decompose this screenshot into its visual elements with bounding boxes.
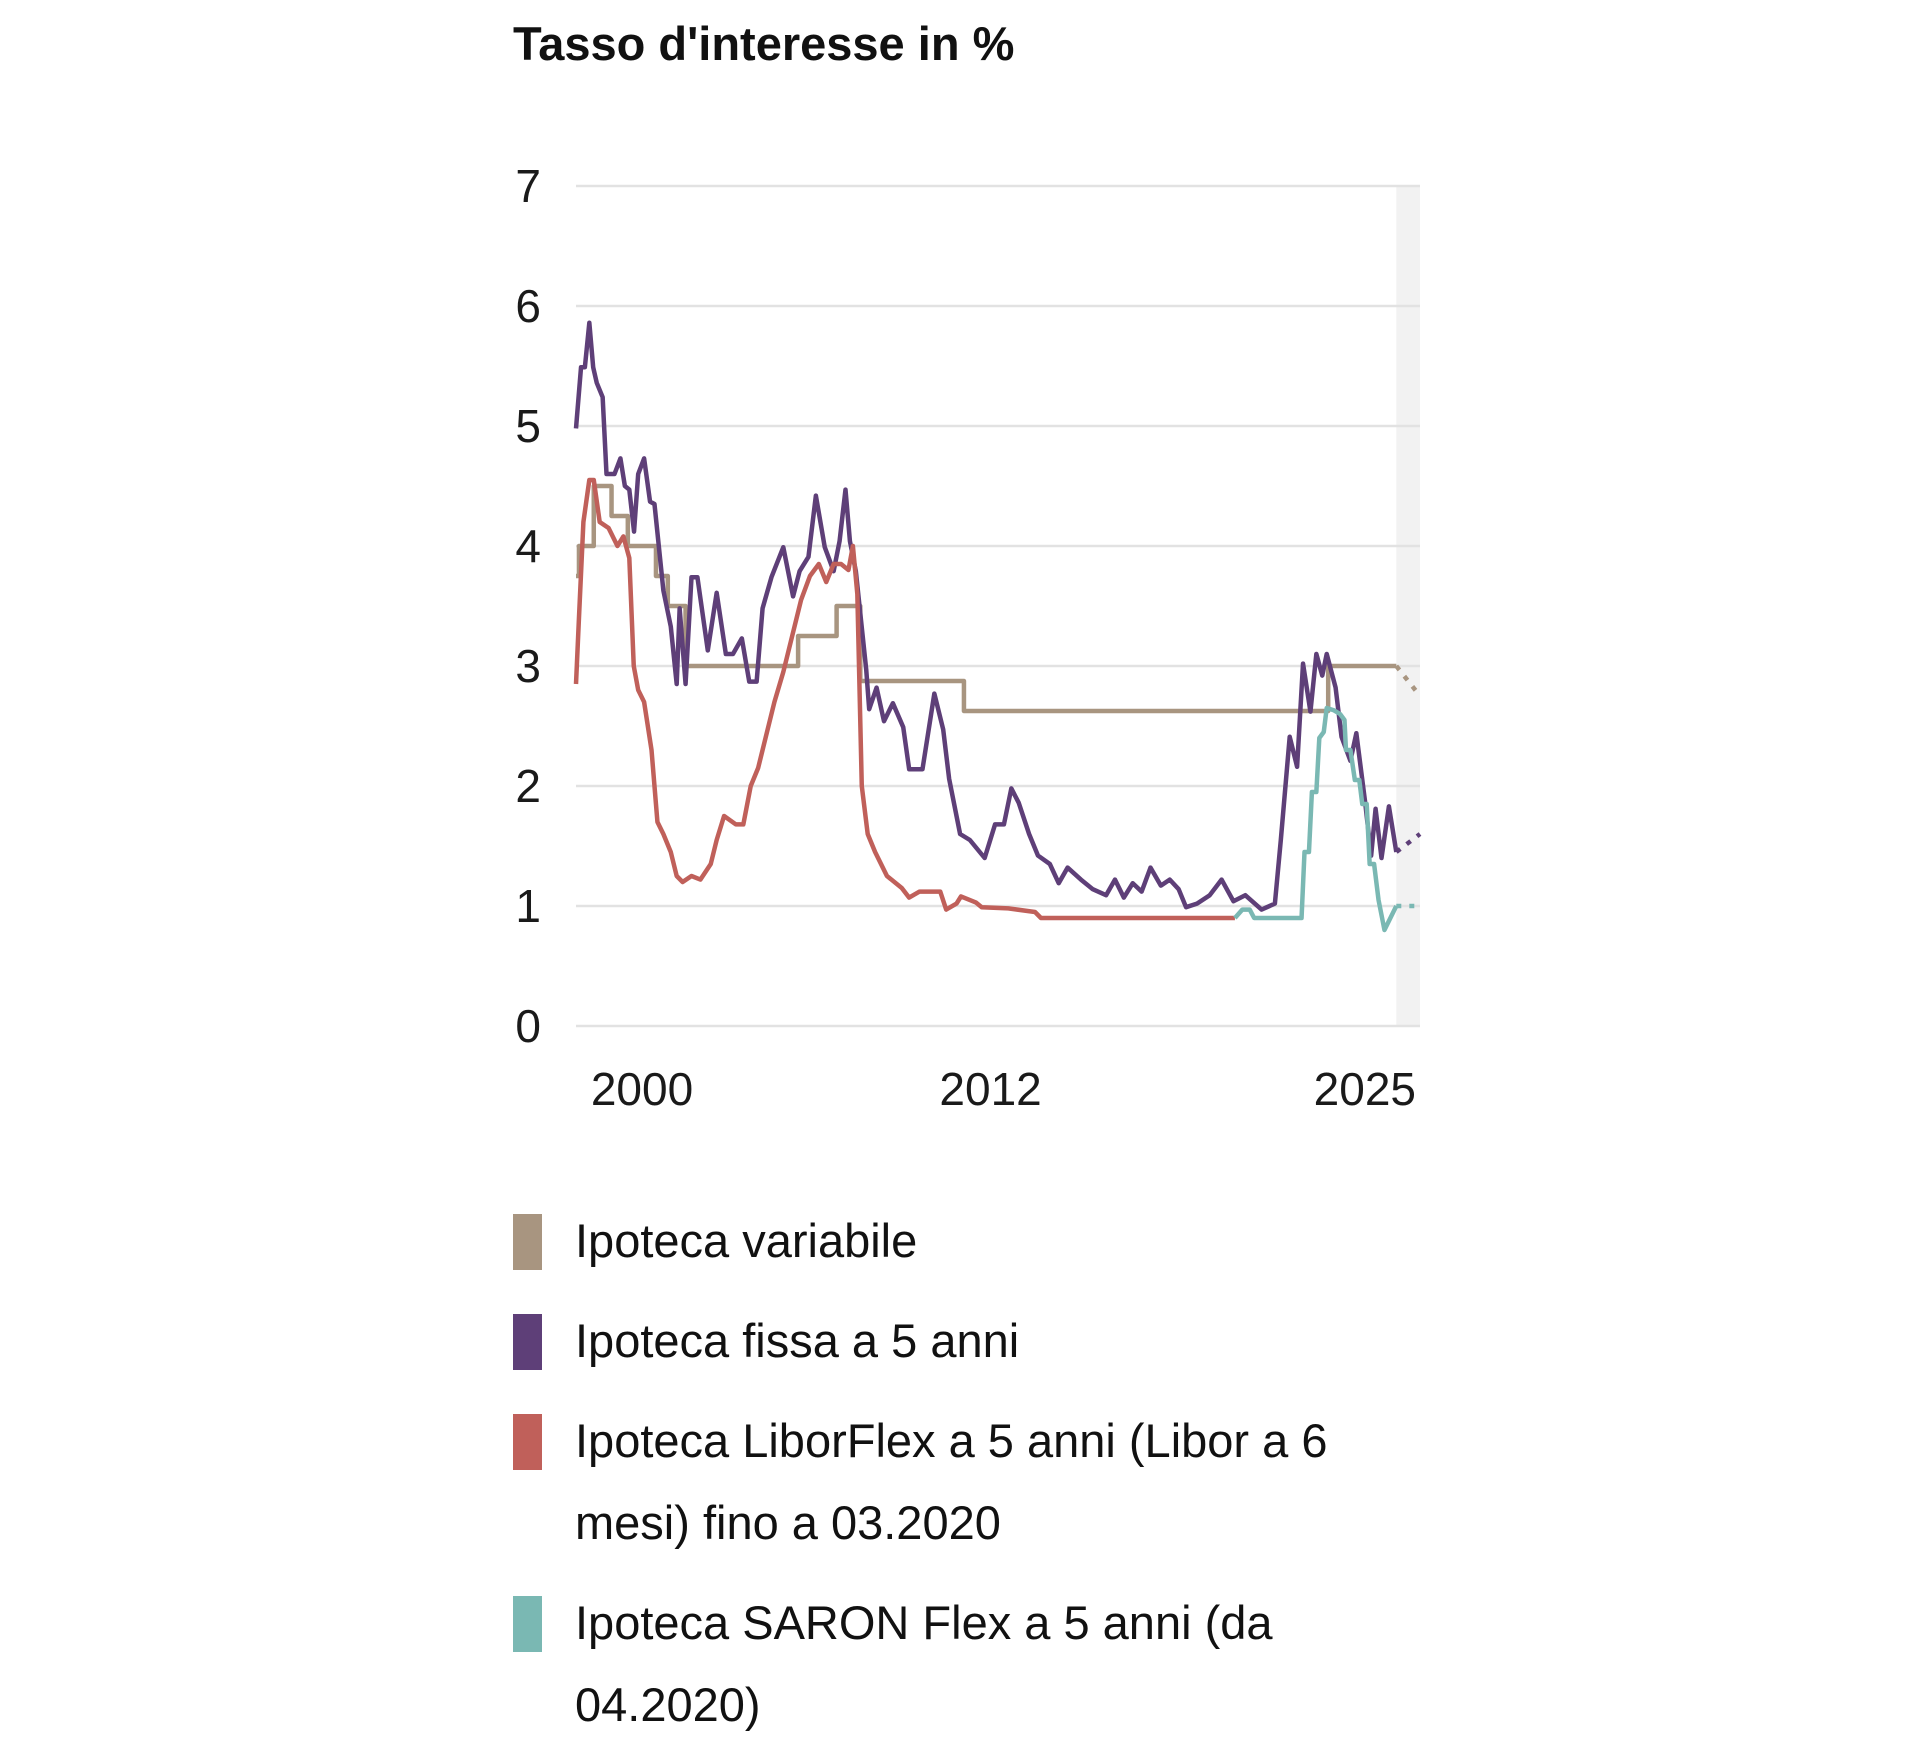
legend-swatch: [513, 1596, 542, 1652]
y-tick-label: 2: [515, 760, 541, 812]
legend-swatch: [513, 1314, 542, 1370]
legend-swatch: [513, 1214, 542, 1270]
legend-label: Ipoteca LiborFlex a 5 anni (Libor a 6 me…: [575, 1414, 1328, 1549]
series-line-4: [1233, 705, 1399, 933]
forecast-shading: [1396, 186, 1420, 1026]
legend: Ipoteca variabile Ipoteca fissa a 5 anni…: [513, 1200, 1413, 1737]
series-line-2: [573, 320, 1399, 912]
y-tick-label: 1: [515, 880, 541, 932]
legend-label: Ipoteca SARON Flex a 5 anni (da 04.2020): [575, 1596, 1273, 1731]
y-tick-label: 5: [515, 400, 541, 452]
line-chart: 0 1 2 3 4 5 6 7 2000 2012 2025: [515, 160, 1422, 1115]
y-tick-label: 3: [515, 640, 541, 692]
legend-swatch: [513, 1414, 542, 1470]
x-tick-label: 2012: [939, 1063, 1041, 1115]
legend-label: Ipoteca fissa a 5 anni: [575, 1314, 1020, 1367]
x-tick-label: 2000: [591, 1063, 693, 1115]
y-tick-label: 7: [515, 160, 541, 212]
chart-title: Tasso d'interesse in %: [513, 17, 1015, 70]
legend-item: Ipoteca LiborFlex a 5 anni (Libor a 6 me…: [513, 1400, 1405, 1564]
x-tick-label: 2025: [1314, 1063, 1416, 1115]
legend-item: Ipoteca fissa a 5 anni: [513, 1300, 1413, 1382]
legend-item: Ipoteca SARON Flex a 5 anni (da 04.2020): [513, 1582, 1405, 1737]
series-forecast-2: [1394, 832, 1422, 854]
legend-item: Ipoteca variabile: [513, 1200, 1413, 1282]
y-tick-label: 6: [515, 280, 541, 332]
y-tick-label: 0: [515, 1000, 541, 1052]
legend-label: Ipoteca variabile: [575, 1214, 918, 1267]
series-line-3: [573, 477, 1235, 921]
y-tick-label: 4: [515, 520, 541, 572]
